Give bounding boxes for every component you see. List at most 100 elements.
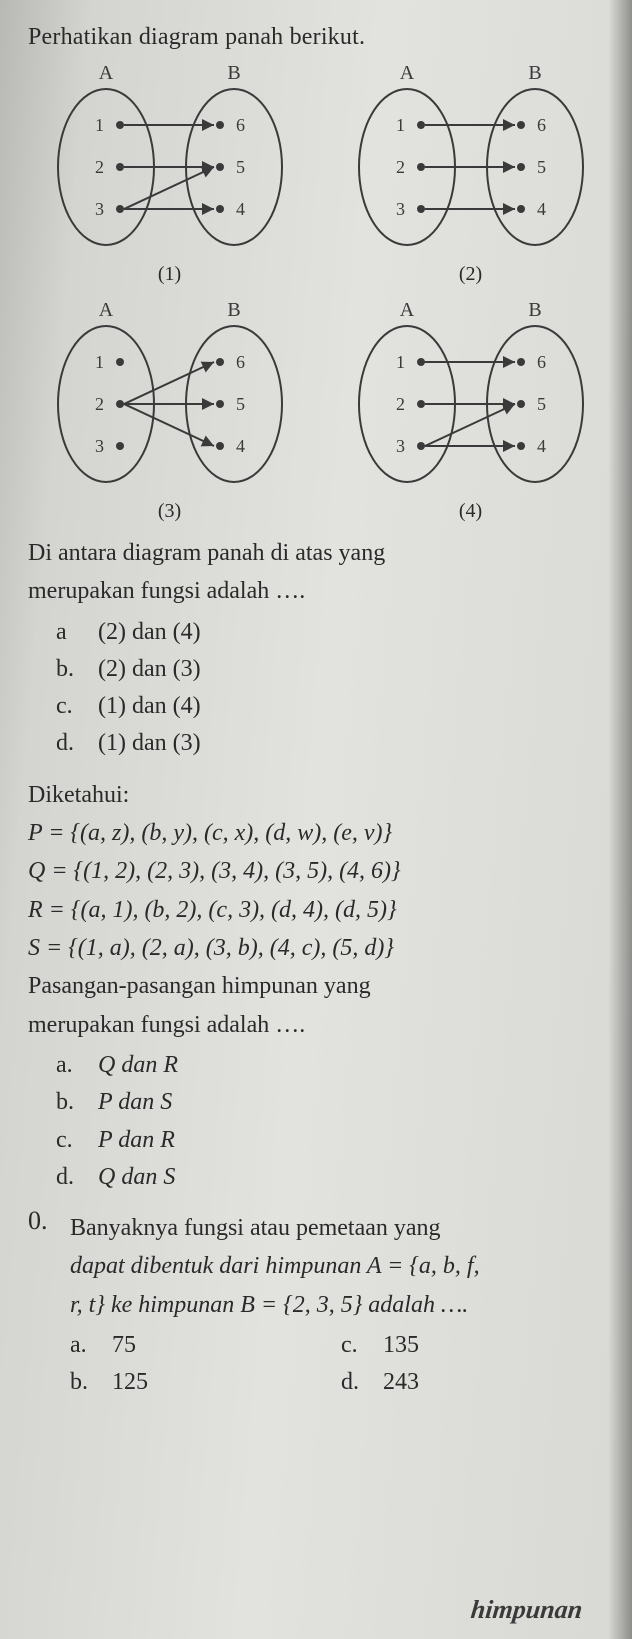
question-number: 0. bbox=[28, 1206, 56, 1402]
svg-text:4: 4 bbox=[236, 436, 245, 456]
svg-text:B: B bbox=[227, 299, 240, 321]
option-a: a (2) dan (4) bbox=[56, 614, 612, 651]
mapping-svg-2: A B 1 2 3 6 5 4 bbox=[341, 61, 601, 261]
svg-text:1: 1 bbox=[95, 352, 104, 372]
diagram-caption: (2) bbox=[459, 263, 482, 286]
option-letter: c. bbox=[56, 688, 80, 725]
svg-text:1: 1 bbox=[95, 115, 104, 135]
question-stem: Banyaknya fungsi atau pemetaan yang bbox=[70, 1212, 612, 1244]
diagram-caption: (1) bbox=[158, 263, 181, 286]
svg-text:5: 5 bbox=[537, 157, 546, 177]
question-10: 0. Banyaknya fungsi atau pemetaan yang d… bbox=[28, 1206, 612, 1402]
option-letter: b. bbox=[56, 1084, 80, 1121]
svg-text:A: A bbox=[98, 62, 113, 84]
question-stem: merupakan fungsi adalah …. bbox=[28, 1009, 612, 1041]
options-col-left: a. 75 b. 125 bbox=[70, 1327, 341, 1401]
svg-text:A: A bbox=[98, 299, 113, 321]
option-letter: d. bbox=[341, 1364, 365, 1401]
svg-text:2: 2 bbox=[95, 394, 104, 414]
option-text: P dan R bbox=[98, 1122, 175, 1159]
option-text: P dan S bbox=[98, 1084, 172, 1121]
diagram-4: A B 1 2 3 6 5 4 (4) bbox=[329, 298, 612, 531]
svg-text:4: 4 bbox=[537, 436, 546, 456]
set-line-S: S = {(1, a), (2, a), (3, b), (4, c), (5,… bbox=[28, 932, 612, 964]
option-c: c. 135 bbox=[341, 1327, 612, 1364]
svg-text:3: 3 bbox=[95, 199, 104, 219]
option-b: b. 125 bbox=[70, 1364, 341, 1401]
svg-text:6: 6 bbox=[537, 115, 546, 135]
mapping-svg-1: A B 1 2 3 6 5 4 bbox=[40, 61, 300, 261]
question-stem: merupakan fungsi adalah …. bbox=[28, 575, 612, 607]
diagram-caption: (3) bbox=[158, 500, 181, 523]
option-letter: d. bbox=[56, 725, 80, 762]
option-c: c. P dan R bbox=[56, 1122, 612, 1159]
svg-text:3: 3 bbox=[95, 436, 104, 456]
svg-text:B: B bbox=[227, 62, 240, 84]
option-b: b. (2) dan (3) bbox=[56, 651, 612, 688]
footer-fragment: himpunan bbox=[469, 1595, 583, 1625]
option-letter: b. bbox=[70, 1364, 94, 1401]
svg-text:2: 2 bbox=[396, 394, 405, 414]
diagram-caption: (4) bbox=[459, 500, 482, 523]
svg-text:4: 4 bbox=[537, 199, 546, 219]
option-letter: b. bbox=[56, 651, 80, 688]
svg-text:B: B bbox=[528, 299, 541, 321]
options-block: a (2) dan (4) b. (2) dan (3) c. (1) dan … bbox=[56, 614, 612, 763]
option-text: (2) dan (4) bbox=[98, 614, 201, 651]
option-a: a. Q dan R bbox=[56, 1047, 612, 1084]
option-d: d. Q dan S bbox=[56, 1159, 612, 1196]
svg-text:4: 4 bbox=[236, 199, 245, 219]
option-text: (1) dan (4) bbox=[98, 688, 201, 725]
mapping-svg-4: A B 1 2 3 6 5 4 bbox=[341, 298, 601, 498]
option-text: 125 bbox=[112, 1364, 148, 1401]
option-a: a. 75 bbox=[70, 1327, 341, 1364]
page: Perhatikan diagram panah berikut. A B 1 2 3 6… bbox=[0, 0, 632, 1639]
option-letter: d. bbox=[56, 1159, 80, 1196]
svg-text:6: 6 bbox=[236, 115, 245, 135]
diketahui-heading: Diketahui: bbox=[28, 779, 612, 811]
svg-text:A: A bbox=[399, 299, 414, 321]
set-line-R: R = {(a, 1), (b, 2), (c, 3), (d, 4), (d,… bbox=[28, 894, 612, 926]
question-stem: r, t} ke himpunan B = {2, 3, 5} adalah …… bbox=[70, 1289, 612, 1321]
option-letter: a. bbox=[56, 1047, 80, 1084]
option-text: Q dan S bbox=[98, 1159, 175, 1196]
svg-text:2: 2 bbox=[95, 157, 104, 177]
svg-text:1: 1 bbox=[396, 352, 405, 372]
option-letter: c. bbox=[341, 1327, 365, 1364]
option-text: 243 bbox=[383, 1364, 419, 1401]
options-block: a. Q dan R b. P dan S c. P dan R d. Q da… bbox=[56, 1047, 612, 1196]
question-stem: Di antara diagram panah di atas yang bbox=[28, 537, 612, 569]
option-c: c. (1) dan (4) bbox=[56, 688, 612, 725]
svg-text:6: 6 bbox=[537, 352, 546, 372]
option-text: Q dan R bbox=[98, 1047, 178, 1084]
svg-text:5: 5 bbox=[236, 157, 245, 177]
option-b: b. P dan S bbox=[56, 1084, 612, 1121]
svg-text:3: 3 bbox=[396, 436, 405, 456]
svg-text:3: 3 bbox=[396, 199, 405, 219]
svg-text:A: A bbox=[399, 62, 414, 84]
option-d: d. 243 bbox=[341, 1364, 612, 1401]
option-text: (1) dan (3) bbox=[98, 725, 201, 762]
diagram-row-1: A B 1 2 3 6 5 4 (1) A B 1 2 3 6 5 4 (2) bbox=[28, 61, 612, 294]
diagram-2: A B 1 2 3 6 5 4 (2) bbox=[329, 61, 612, 294]
diagram-1: A B 1 2 3 6 5 4 (1) bbox=[28, 61, 311, 294]
option-letter: a bbox=[56, 614, 80, 651]
option-letter: c. bbox=[56, 1122, 80, 1159]
option-text: (2) dan (3) bbox=[98, 651, 201, 688]
svg-text:B: B bbox=[528, 62, 541, 84]
option-text: 135 bbox=[383, 1327, 419, 1364]
set-line-P: P = {(a, z), (b, y), (c, x), (d, w), (e,… bbox=[28, 817, 612, 849]
svg-text:2: 2 bbox=[396, 157, 405, 177]
question-stem: Pasangan-pasangan himpunan yang bbox=[28, 970, 612, 1002]
instruction-heading: Perhatikan diagram panah berikut. bbox=[28, 24, 612, 51]
option-text: 75 bbox=[112, 1327, 136, 1364]
svg-text:1: 1 bbox=[396, 115, 405, 135]
svg-text:5: 5 bbox=[236, 394, 245, 414]
svg-text:6: 6 bbox=[236, 352, 245, 372]
options-col-right: c. 135 d. 243 bbox=[341, 1327, 612, 1401]
mapping-svg-3: A B 1 2 3 6 5 4 bbox=[40, 298, 300, 498]
option-letter: a. bbox=[70, 1327, 94, 1364]
set-line-Q: Q = {(1, 2), (2, 3), (3, 4), (3, 5), (4,… bbox=[28, 855, 612, 887]
svg-text:5: 5 bbox=[537, 394, 546, 414]
diagram-row-2: A B 1 2 3 6 5 4 (3) A B 1 2 3 6 5 4 (4) bbox=[28, 298, 612, 531]
